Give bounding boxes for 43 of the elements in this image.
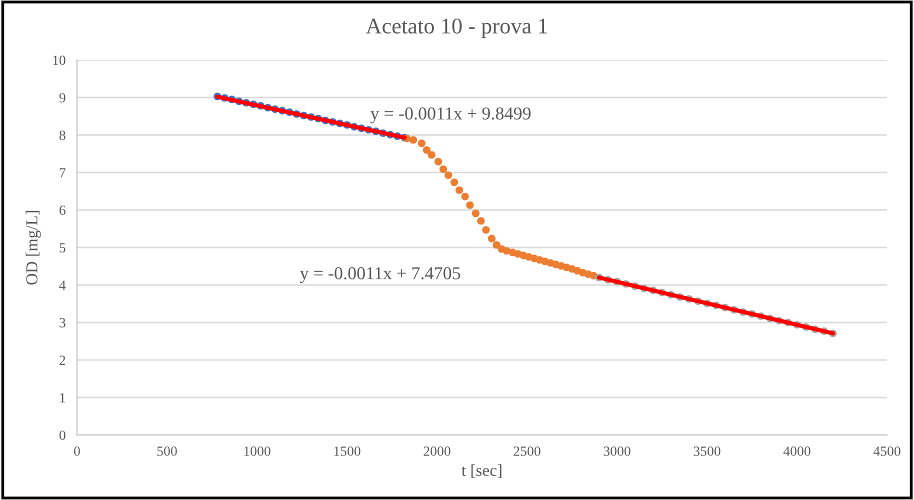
point <box>488 234 496 242</box>
x-tick-label: 3000 <box>604 446 630 456</box>
point <box>422 146 431 154</box>
y-tick-label: 10 <box>53 56 66 65</box>
point <box>450 178 458 186</box>
point <box>434 158 442 166</box>
annotation: y = -0.0011x + 7.4705 <box>300 267 460 284</box>
x-tick-label: 500 <box>157 446 177 456</box>
y-tick-label: 1 <box>60 393 66 402</box>
point <box>409 136 418 144</box>
y-tick-label: 4 <box>59 280 66 290</box>
chart-title: Acetato 10 - prova 1 <box>366 18 547 38</box>
point <box>492 241 500 249</box>
point <box>472 210 480 218</box>
y-tick-label: 5 <box>60 243 66 252</box>
y-tick-label: 8 <box>59 130 66 140</box>
x-tick-label: 3500 <box>694 446 720 456</box>
point <box>502 247 510 255</box>
y-tick-label: 2 <box>60 356 66 365</box>
point <box>461 192 469 200</box>
y-tick-label: 7 <box>60 168 66 178</box>
y-tick-label: 3 <box>60 318 66 328</box>
x-tick-label: 2500 <box>514 446 540 456</box>
x-axis-title: t [sec] <box>462 464 502 478</box>
x-tick-label: 1000 <box>244 446 270 456</box>
annotation: y = -0.0011x + 9.8499 <box>370 107 531 124</box>
x-tick-label: 0 <box>74 446 80 456</box>
point <box>456 186 464 194</box>
point <box>466 201 474 209</box>
x-tick-label: 4000 <box>783 446 810 456</box>
y-tick-label: 9 <box>59 93 66 102</box>
y-tick-label: 6 <box>60 206 66 215</box>
point <box>439 165 448 173</box>
point <box>418 139 426 148</box>
point <box>482 226 490 234</box>
x-tick-label: 1500 <box>334 446 360 456</box>
y-axis-title: OD [mg/L] <box>26 211 41 285</box>
point <box>477 217 485 225</box>
x-tick-label: 4500 <box>873 446 900 456</box>
x-tick-label: 2000 <box>424 446 450 456</box>
point <box>444 171 452 179</box>
y-tick-label: 0 <box>59 430 66 440</box>
point <box>428 151 436 159</box>
